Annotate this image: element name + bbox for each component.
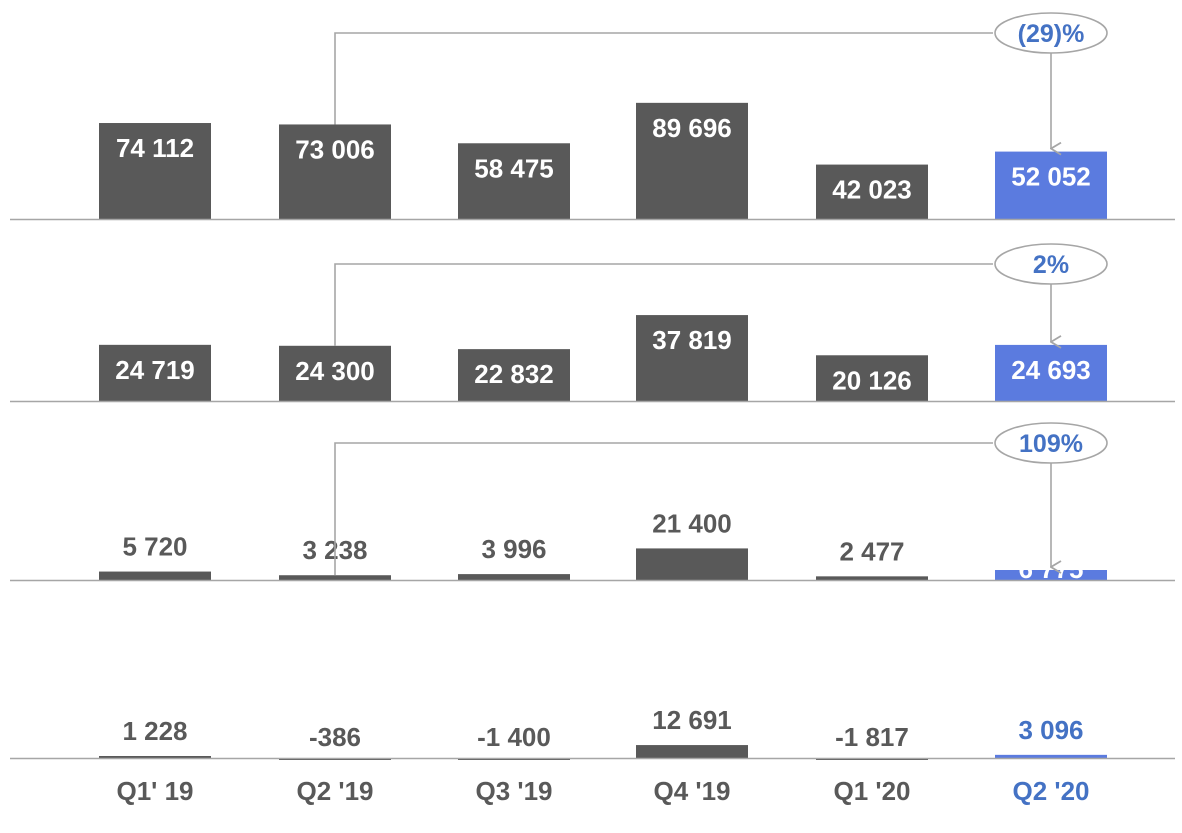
data-label-2-2: 24 300 [295,356,375,386]
panel-2: 24 719 24 300 22 832 37 819 20 126 24 693 2% [10,243,1175,403]
data-label-4-2: -386 [309,722,361,752]
change-connector-1 [334,32,993,125]
data-label-1-4: 89 696 [652,113,732,143]
bar-3-1 [99,571,211,580]
bar-2-5 [816,355,928,401]
data-label-2-6: 24 693 [1011,355,1091,385]
data-label-1-2: 73 006 [295,134,375,164]
data-label-1-3: 58 475 [474,153,554,183]
bar-3-3 [458,574,570,580]
bar-1-3 [458,143,570,219]
panel-1: 74 112 73 006 58 475 89 696 42 023 52 052 (29)… [10,12,1175,221]
bar-4-6 [995,754,1107,758]
data-label-2-1: 24 719 [115,355,195,385]
data-label-3-5: 2 477 [839,536,904,566]
data-label-4-5: -1 817 [835,722,909,752]
tick-label-2: Q2 '19 [296,776,373,806]
tick-label-3: Q3 '19 [475,776,552,806]
bar-2-6 [995,344,1107,401]
panel-4: 1 228 -386 -1 400 12 691 -1 817 3 096 [10,705,1175,760]
bar-3-4 [636,548,748,580]
change-label-1: (29)% [1018,20,1085,48]
change-badge-1 [994,12,1108,54]
data-label-2-4: 37 819 [652,325,732,355]
data-label-3-1: 5 720 [122,532,187,562]
bar-2-1 [99,344,211,401]
data-label-3-4: 21 400 [652,508,732,538]
bar-3-5 [816,576,928,580]
bar-3-6 [995,570,1107,580]
bar-1-1 [99,123,211,219]
change-connector-3 [334,442,993,576]
change-badge-2 [994,243,1108,285]
data-label-1-6: 52 052 [1011,162,1091,192]
data-label-4-1: 1 228 [122,716,187,746]
change-badge-3 [994,422,1108,464]
tick-label-5: Q1 '20 [833,776,910,806]
bar-1-5 [816,164,928,219]
bar-4-4 [636,745,748,758]
tick-label-6: Q2 '20 [1012,776,1089,806]
data-label-2-5: 20 126 [832,365,912,395]
bar-2-4 [636,315,748,401]
data-label-2-3: 22 832 [474,359,554,389]
change-connector-2 [334,263,993,346]
bar-3-2 [279,575,391,580]
bar-1-6 [995,151,1107,219]
tick-label-1: Q1' 19 [116,776,193,806]
bar-1-2 [279,124,391,219]
data-label-3-3: 3 996 [481,534,546,564]
change-label-3: 109% [1019,430,1083,458]
change-label-2: 2% [1033,251,1069,279]
bar-2-2 [279,345,391,401]
bar-4-1 [99,756,211,758]
data-label-1-1: 74 112 [116,133,194,163]
bar-2-3 [458,349,570,401]
data-label-4-4: 12 691 [652,705,732,735]
bar-1-4 [636,102,748,219]
data-label-1-5: 42 023 [832,175,912,205]
tick-label-4: Q4 '19 [653,776,730,806]
category-axis-labels: Q1' 19 Q2 '19 Q3 '19 Q4 '19 Q1 '20 Q2 '20 [116,776,1089,806]
data-label-4-3: -1 400 [477,722,551,752]
data-label-4-6: 3 096 [1018,715,1083,745]
chart-panels: 74 112 73 006 58 475 89 696 42 023 52 052 (29)… [10,12,1175,760]
